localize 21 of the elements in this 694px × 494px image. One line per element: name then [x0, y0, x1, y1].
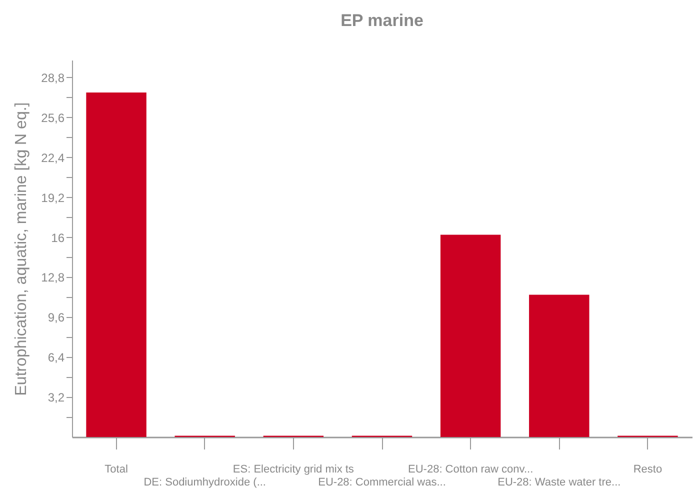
x-tick-label: ES: Electricity grid mix ts	[232, 464, 354, 476]
y-axis-title: Eutrophication, aquatic, marine [kg N eq.]	[13, 102, 30, 396]
x-tick-label: DE: Sodiumhydroxide (...	[144, 476, 266, 488]
y-tick-label: 25,6	[41, 110, 65, 125]
y-tick-label: 12,8	[41, 270, 65, 285]
bar	[86, 92, 146, 437]
y-tick-label: 9,6	[48, 310, 65, 325]
y-tick-label: 6,4	[48, 350, 65, 365]
y-tick-label: 19,2	[41, 190, 65, 205]
x-tick-label: EU-28: Commercial was...	[318, 476, 446, 488]
x-tick-label: Total	[104, 464, 128, 476]
x-tick-label: EU-28: Waste water tre...	[498, 476, 621, 488]
chart-title: EP marine	[340, 11, 424, 30]
bar	[529, 294, 590, 437]
bar	[440, 234, 501, 437]
x-tick-label: Resto	[633, 464, 662, 476]
y-tick-label: 16	[51, 230, 65, 245]
y-tick-label: 22,4	[41, 150, 65, 165]
y-tick-label: 28,8	[41, 70, 65, 85]
y-tick-label: 3,2	[48, 390, 65, 405]
x-tick-label: EU-28: Cotton raw conv...	[408, 464, 534, 476]
